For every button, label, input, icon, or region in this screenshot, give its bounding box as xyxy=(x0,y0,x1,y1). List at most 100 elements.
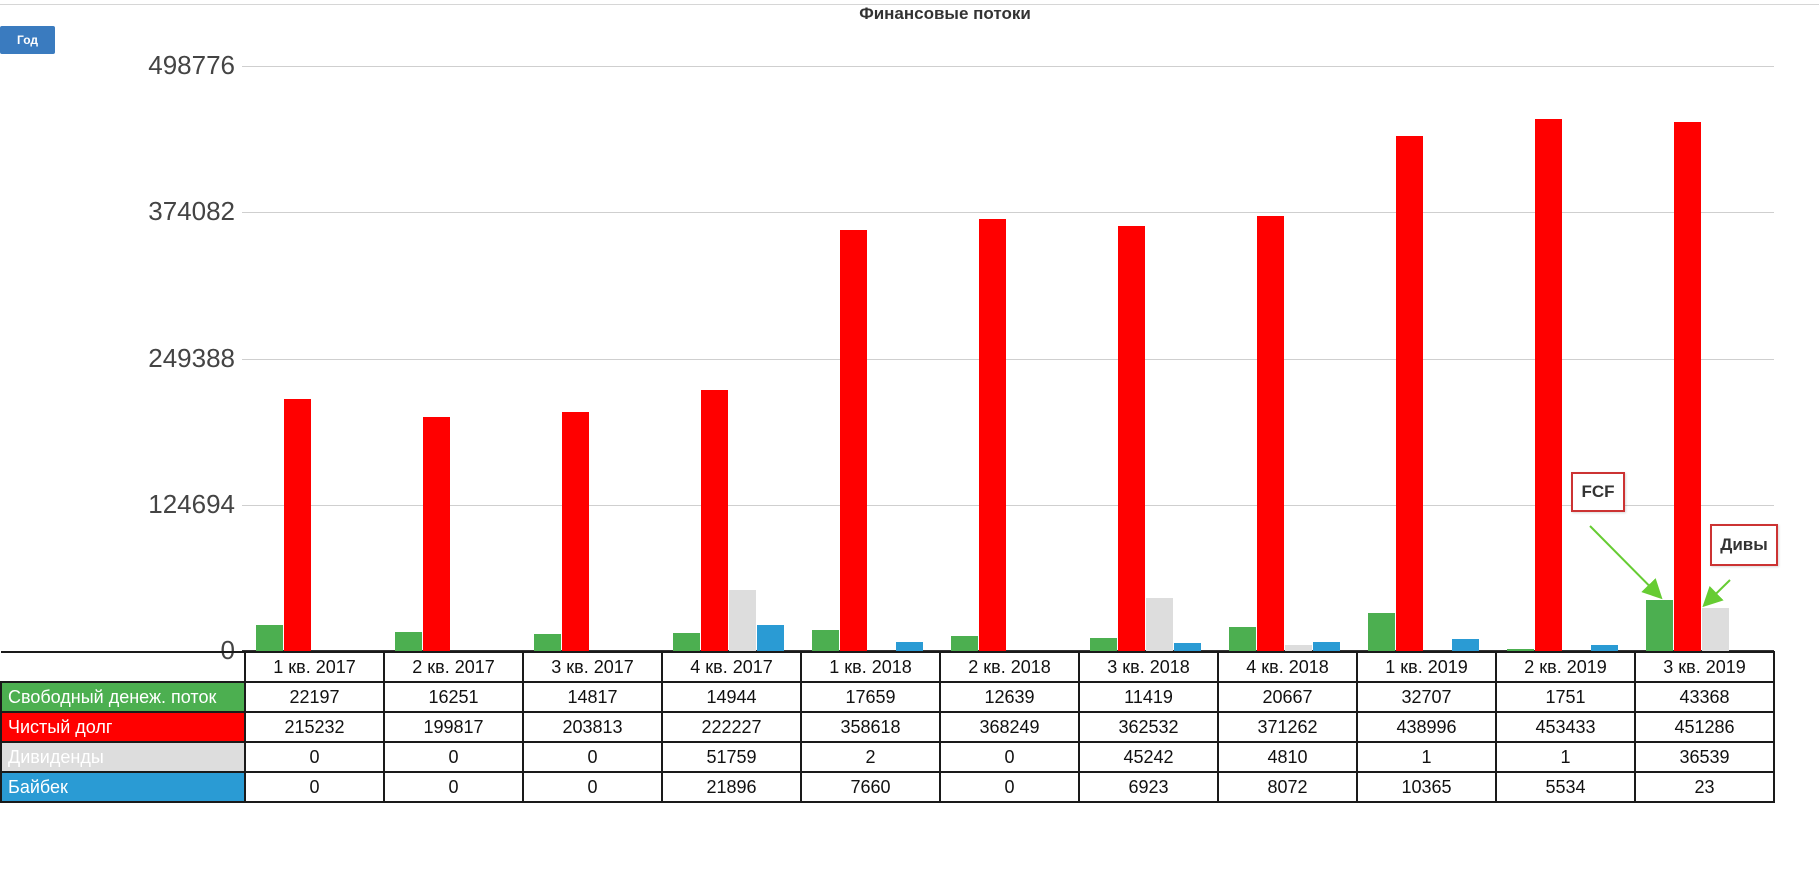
bar xyxy=(951,636,978,651)
table-cell: 0 xyxy=(244,771,385,803)
bar xyxy=(1313,641,1340,651)
table-cell: 22197 xyxy=(244,681,385,713)
series-name-cell: Свободный денеж. поток xyxy=(0,681,246,713)
table-cell: 0 xyxy=(939,771,1080,803)
table-cell: 10365 xyxy=(1356,771,1497,803)
table-cell: 43368 xyxy=(1634,681,1775,713)
bar xyxy=(284,398,311,651)
table-cell: 23 xyxy=(1634,771,1775,803)
table-cell: 20667 xyxy=(1217,681,1358,713)
bar xyxy=(701,390,728,651)
bar xyxy=(534,633,561,651)
category-header: 2 кв. 2018 xyxy=(939,651,1080,683)
table-cell: 45242 xyxy=(1078,741,1219,773)
table-cell: 0 xyxy=(939,741,1080,773)
bar xyxy=(1535,119,1562,651)
category-header: 1 кв. 2018 xyxy=(800,651,941,683)
table-cell: 5534 xyxy=(1495,771,1636,803)
bar xyxy=(1174,642,1201,651)
table-cell: 215232 xyxy=(244,711,385,743)
annotation-callout: Дивы xyxy=(1710,524,1778,566)
table-cell: 358618 xyxy=(800,711,941,743)
table-cell: 0 xyxy=(522,771,663,803)
table-cell: 2 xyxy=(800,741,941,773)
bar xyxy=(840,230,867,651)
category-header: 3 кв. 2018 xyxy=(1078,651,1219,683)
table-cell: 36539 xyxy=(1634,741,1775,773)
x-axis-line xyxy=(242,650,1774,652)
table-cell: 362532 xyxy=(1078,711,1219,743)
category-header: 4 кв. 2018 xyxy=(1217,651,1358,683)
bar xyxy=(896,642,923,651)
bar xyxy=(729,590,756,651)
table-cell: 0 xyxy=(244,741,385,773)
bar xyxy=(1090,637,1117,651)
y-tick-label: 374082 xyxy=(148,196,235,227)
table-cell: 438996 xyxy=(1356,711,1497,743)
table-row: Байбек 0 0 0 21896 7660 0 6923 8072 10365 5534 23 xyxy=(0,771,1775,803)
table-corner xyxy=(1,651,246,682)
y-tick-label: 249388 xyxy=(148,342,235,373)
series-name-cell: Чистый долг xyxy=(0,711,246,743)
bar xyxy=(1452,638,1479,651)
table-cell: 222227 xyxy=(661,711,802,743)
gridline xyxy=(242,212,1774,214)
table-cell: 16251 xyxy=(383,681,524,713)
table-cell: 14944 xyxy=(661,681,802,713)
top-divider xyxy=(0,4,1819,5)
category-header: 2 кв. 2019 xyxy=(1495,651,1636,683)
bar xyxy=(1396,136,1423,651)
table-row: Дивиденды 0 0 0 51759 2 0 45242 4810 1 1 36539 xyxy=(0,741,1775,773)
bar xyxy=(1146,597,1173,651)
table-cell: 12639 xyxy=(939,681,1080,713)
table-cell: 4810 xyxy=(1217,741,1358,773)
table-cell: 7660 xyxy=(800,771,941,803)
bar xyxy=(395,631,422,651)
table-row: Чистый долг 215232 199817 203813 222227 35861… xyxy=(0,711,1775,743)
series-name-cell: Дивиденды xyxy=(0,741,246,773)
annotation-arrow xyxy=(1702,579,1731,608)
gridline xyxy=(242,504,1774,506)
table-cell: 1751 xyxy=(1495,681,1636,713)
bar xyxy=(1646,600,1673,651)
bar xyxy=(562,411,589,651)
bar xyxy=(979,219,1006,651)
table-cell: 51759 xyxy=(661,741,802,773)
year-period-button[interactable]: Год xyxy=(0,26,55,54)
table-cell: 14817 xyxy=(522,681,663,713)
y-tick-label: 124694 xyxy=(148,488,235,519)
table-cell: 0 xyxy=(383,771,524,803)
category-header: 3 кв. 2017 xyxy=(522,651,663,683)
table-cell: 199817 xyxy=(383,711,524,743)
table-cell: 1 xyxy=(1495,741,1636,773)
annotation-callout: FCF xyxy=(1571,472,1625,512)
bar xyxy=(423,416,450,651)
table-cell: 6923 xyxy=(1078,771,1219,803)
bar xyxy=(673,633,700,651)
bar xyxy=(812,630,839,651)
series-name-cell: Байбек xyxy=(0,771,246,803)
bar xyxy=(757,625,784,651)
bar xyxy=(1118,225,1145,651)
chart-title: Финансовые потоки xyxy=(859,4,1031,23)
bar xyxy=(1229,626,1256,651)
table-cell: 17659 xyxy=(800,681,941,713)
table-cell: 32707 xyxy=(1356,681,1497,713)
table-cell: 371262 xyxy=(1217,711,1358,743)
bar xyxy=(1285,645,1312,651)
table-cell: 453433 xyxy=(1495,711,1636,743)
table-cell: 8072 xyxy=(1217,771,1358,803)
gridline xyxy=(242,66,1774,67)
bar xyxy=(1257,215,1284,651)
category-header: 1 кв. 2019 xyxy=(1356,651,1497,683)
table-cell: 368249 xyxy=(939,711,1080,743)
table-cell: 0 xyxy=(383,741,524,773)
category-header: 2 кв. 2017 xyxy=(383,651,524,683)
gridline xyxy=(242,358,1774,360)
bar xyxy=(1368,612,1395,651)
category-header: 1 кв. 2017 xyxy=(244,651,385,683)
y-tick-label: 498776 xyxy=(148,50,235,80)
table-cell: 203813 xyxy=(522,711,663,743)
bar xyxy=(1507,648,1534,651)
